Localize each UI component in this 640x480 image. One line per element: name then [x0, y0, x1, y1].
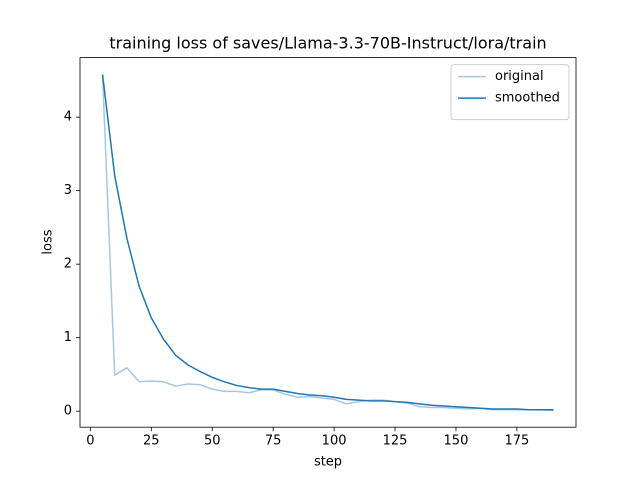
y-tick-label: 1	[64, 330, 72, 345]
series-line	[101, 74, 554, 411]
x-tick-label: 175	[504, 434, 529, 449]
x-axis-label: step	[314, 455, 342, 470]
x-tick-label: 0	[86, 434, 94, 449]
x-tick-label: 150	[444, 434, 469, 449]
y-axis-label: loss	[41, 229, 56, 254]
y-tick-label: 2	[64, 257, 72, 272]
chart-title: training loss of saves/Llama-3.3-70B-Ins…	[109, 34, 546, 53]
y-tick-label: 0	[64, 404, 72, 419]
plot-frame	[79, 57, 577, 428]
y-tick-label: 3	[64, 183, 72, 198]
x-tick-label: 125	[383, 434, 408, 449]
x-tick-label: 75	[265, 434, 282, 449]
x-tick-label: 100	[322, 434, 347, 449]
legend-label: smoothed	[495, 91, 560, 106]
legend-label: original	[495, 69, 544, 84]
x-tick-label: 25	[143, 434, 160, 449]
x-tick-label: 50	[204, 434, 221, 449]
y-tick-label: 4	[64, 110, 72, 125]
legend-box	[450, 64, 570, 121]
